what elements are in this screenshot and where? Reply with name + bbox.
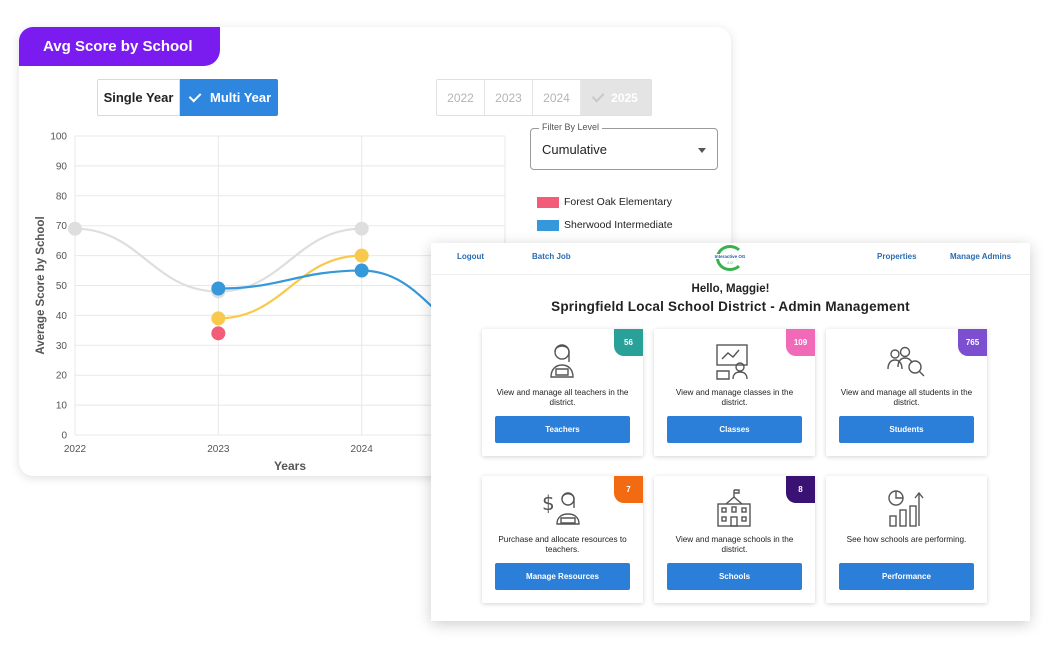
check-icon	[188, 89, 202, 103]
y-tick-label: 20	[56, 371, 68, 382]
y-tick-label: 50	[56, 281, 68, 292]
classes-tile: 109 View and manage classes in the distr…	[654, 329, 815, 456]
svg-text:$: $	[542, 491, 555, 515]
data-point	[211, 311, 226, 326]
legend-label: Sherwood Intermediate	[564, 219, 673, 231]
year-label: 2025	[611, 90, 638, 105]
year-mode-toggle: Single Year Multi Year	[97, 79, 278, 116]
legend-swatch	[537, 219, 559, 231]
filter-value: Cumulative	[542, 142, 608, 157]
single-year-button[interactable]: Single Year	[97, 79, 180, 116]
performance-icon	[888, 490, 924, 527]
schools-tile: 8 View and manage schools in the distric…	[654, 476, 815, 603]
students-icon	[887, 346, 925, 377]
year-selector: 2022 2023 2024 2025	[436, 79, 652, 116]
y-tick-label: 30	[56, 341, 68, 352]
y-tick-label: 100	[50, 132, 67, 143]
chart-legend: Forest Oak Elementary Sherwood Intermedi…	[537, 195, 673, 241]
top-nav: Logout Batch Job Interactive OG 2.0 Prop…	[431, 243, 1030, 275]
tile-description: View and manage classes in the district.	[675, 388, 794, 407]
logo-text: Interactive OG	[710, 254, 750, 259]
logout-link[interactable]: Logout	[457, 252, 485, 261]
classroom-icon	[716, 344, 748, 380]
chevron-down-icon	[698, 148, 706, 153]
y-tick-label: 10	[56, 401, 68, 412]
page-title: Springfield Local School District - Admi…	[551, 299, 910, 314]
y-tick-label: 60	[56, 251, 68, 262]
multi-year-button[interactable]: Multi Year	[180, 79, 278, 116]
data-point	[354, 248, 369, 263]
logo[interactable]: Interactive OG 2.0	[710, 245, 750, 271]
single-year-label: Single Year	[103, 90, 174, 105]
legend-swatch	[537, 196, 559, 208]
count-badge: 56	[614, 329, 643, 356]
data-point	[68, 221, 82, 236]
legend-item[interactable]: Sherwood Intermediate	[537, 218, 673, 232]
data-point	[354, 263, 369, 278]
x-tick-label: 2023	[207, 444, 230, 455]
count-badge: 8	[786, 476, 815, 503]
year-label: 2023	[495, 90, 522, 105]
year-button-2022[interactable]: 2022	[437, 80, 485, 115]
x-axis-title: Years	[274, 459, 306, 473]
data-point	[354, 221, 369, 236]
y-tick-label: 70	[56, 221, 68, 232]
performance-button[interactable]: Performance	[839, 563, 974, 590]
x-tick-label: 2022	[64, 444, 87, 455]
performance-tile: See how schools are performing. Performa…	[826, 476, 987, 603]
year-label: 2022	[447, 90, 474, 105]
y-axis-title: Average Score by School	[35, 216, 47, 354]
teacher-icon	[550, 344, 574, 378]
data-point	[211, 281, 226, 296]
multi-year-label: Multi Year	[210, 90, 272, 105]
legend-label: Forest Oak Elementary	[564, 196, 672, 208]
year-button-2024[interactable]: 2024	[533, 80, 581, 115]
tile-description: See how schools are performing.	[846, 535, 967, 544]
classes-button[interactable]: Classes	[667, 416, 802, 443]
filter-by-level-select[interactable]: Filter By Level Cumulative	[530, 122, 718, 170]
year-label: 2024	[543, 90, 570, 105]
count-badge: 7	[614, 476, 643, 503]
count-badge: 765	[958, 329, 987, 356]
check-icon	[591, 89, 605, 103]
logo-sub: 2.0	[727, 260, 733, 265]
properties-link[interactable]: Properties	[877, 252, 917, 261]
series-line	[218, 254, 362, 320]
students-tile: 765 View and manage all students in the …	[826, 329, 987, 456]
year-button-2023[interactable]: 2023	[485, 80, 533, 115]
manage-resources-button[interactable]: Manage Resources	[495, 563, 630, 590]
year-button-2025[interactable]: 2025	[581, 80, 651, 115]
tile-description: Purchase and allocate resources to teach…	[498, 535, 627, 554]
legend-item[interactable]: Forest Oak Elementary	[537, 195, 673, 209]
y-tick-label: 90	[56, 161, 68, 172]
resources-icon: $	[542, 491, 580, 525]
admin-panel: Logout Batch Job Interactive OG 2.0 Prop…	[431, 243, 1030, 621]
x-tick-label: 2024	[351, 444, 374, 455]
manage-admins-link[interactable]: Manage Admins	[950, 252, 1012, 261]
filter-legend: Filter By Level	[539, 122, 603, 132]
y-tick-label: 0	[61, 431, 67, 442]
y-tick-label: 40	[56, 311, 68, 322]
tile-description: View and manage schools in the district.	[675, 535, 794, 554]
y-tick-label: 80	[56, 191, 68, 202]
tile-description: View and manage all students in the dist…	[840, 388, 973, 407]
teachers-tile: 56 View and manage all teachers in the d…	[482, 329, 643, 456]
resources-tile: 7 $ Purchase and allocate resources to t…	[482, 476, 643, 603]
card-title: Avg Score by School	[19, 27, 220, 66]
schools-button[interactable]: Schools	[667, 563, 802, 590]
greeting: Hello, Maggie!	[691, 283, 770, 295]
count-badge: 109	[786, 329, 815, 356]
school-icon	[717, 489, 751, 527]
students-button[interactable]: Students	[839, 416, 974, 443]
data-point	[211, 326, 226, 341]
batch-job-link[interactable]: Batch Job	[532, 252, 571, 261]
teachers-button[interactable]: Teachers	[495, 416, 630, 443]
tile-description: View and manage all teachers in the dist…	[496, 388, 629, 407]
